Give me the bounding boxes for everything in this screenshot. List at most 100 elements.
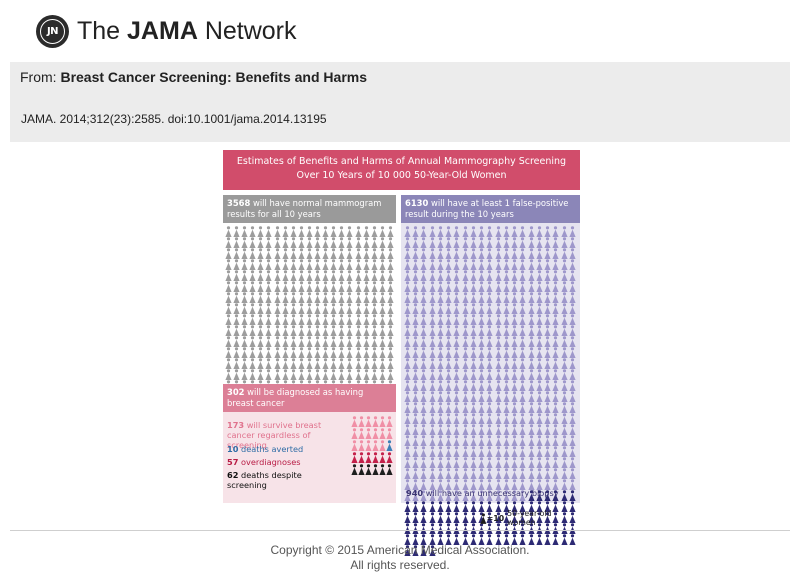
woman-icon-normal [225,303,232,314]
woman-icon-false-positive [412,270,419,281]
woman-icon-false-positive [503,248,510,259]
woman-icon-false-positive [453,358,461,369]
woman-icon-normal [249,248,256,259]
woman-icon-false-positive [511,490,518,501]
article-title-link[interactable]: Breast Cancer Screening: Benefits and Ha… [60,69,368,85]
woman-icon-false-positive [519,424,526,435]
woman-icon-false-positive [536,358,543,369]
woman-icon-false-positive [445,325,452,336]
woman-icon-normal [306,358,313,369]
woman-icon-false-positive [429,248,436,259]
woman-icon-false-positive [453,479,461,490]
woman-icon-false-positive [552,292,559,303]
woman-icon-false-positive [544,391,551,402]
woman-icon-normal [298,237,305,248]
woman-icon-biopsy [429,501,436,512]
woman-icon-normal [387,325,394,336]
woman-icon-normal [282,358,289,369]
woman-icon-false-positive [527,424,535,435]
woman-icon-false-positive [462,369,469,380]
woman-icon-false-positive [536,424,543,435]
woman-icon-biopsy [536,501,543,512]
woman-icon-false-positive [453,303,461,314]
woman-icon-false-positive [462,237,469,248]
woman-icon-false-positive [511,292,518,303]
woman-icon-false-positive [495,259,502,270]
woman-icon-normal [338,303,345,314]
woman-icon-false-positive [404,391,411,402]
woman-icon-false-positive [519,270,526,281]
diagnosed-icon-grid [351,416,393,475]
woman-icon-normal [265,303,273,314]
woman-icon-false-positive [527,457,535,468]
woman-icon-false-positive [412,248,419,259]
woman-icon-false-positive [560,281,568,292]
woman-icon-false-positive [503,391,510,402]
woman-icon-false-positive [527,446,535,457]
woman-icon-normal [298,325,305,336]
woman-icon-false-positive [503,468,510,479]
woman-icon-false-positive [429,325,436,336]
woman-icon-false-positive [536,248,543,259]
woman-icon-false-positive [569,435,576,446]
woman-icon-false-positive [445,336,452,347]
woman-icon-biopsy [495,501,502,512]
woman-icon-false-positive [486,336,493,347]
jama-network-logo[interactable]: JN [36,15,69,48]
woman-icon-false-positive [420,380,428,391]
woman-icon-normal [330,270,337,281]
woman-icon-false-positive [470,446,477,457]
woman-icon-false-positive [511,413,518,424]
woman-icon-survive [351,428,358,439]
woman-icon-normal [379,259,386,270]
woman-icon-false-positive [462,314,469,325]
woman-icon-false-positive [519,468,526,479]
woman-icon-normal [363,347,370,358]
woman-icon-survive [358,440,365,451]
woman-icon-false-positive [429,358,436,369]
woman-icon-false-positive [420,292,428,303]
woman-icon-false-positive [560,336,568,347]
woman-icon-biopsy [519,512,526,523]
woman-icon-false-positive [445,281,452,292]
infographic-title: Estimates of Benefits and Harms of Annua… [223,150,580,190]
woman-icon-normal [290,248,297,259]
woman-icon-false-positive [420,347,428,358]
woman-icon-normal [273,259,281,270]
site-title[interactable]: The JAMA Network [77,17,297,45]
woman-icon-normal [354,314,362,325]
woman-icon-false-positive [429,226,436,237]
woman-icon-normal [371,336,378,347]
woman-icon-false-positive [560,435,568,446]
woman-icon-false-positive [503,292,510,303]
woman-icon-normal [363,248,370,259]
woman-icon-false-positive [536,325,543,336]
woman-icon-false-positive [453,259,461,270]
woman-icon-normal [387,226,394,237]
woman-icon-normal [379,237,386,248]
woman-icon-normal [282,237,289,248]
woman-icon-normal [354,270,362,281]
woman-icon-false-positive [404,369,411,380]
woman-icon-biopsy [511,501,518,512]
woman-icon-normal [257,226,264,237]
woman-icon-false-positive [569,347,576,358]
woman-icon-false-positive [437,259,444,270]
woman-icon-normal [241,347,248,358]
woman-icon-false-positive [404,413,411,424]
woman-icon-false-positive [503,325,510,336]
woman-icon-false-positive [560,424,568,435]
woman-icon-false-positive [453,248,461,259]
woman-icon-normal [379,347,386,358]
woman-icon-false-positive [478,336,485,347]
woman-icon-false-positive [437,402,444,413]
woman-icon-false-positive [412,303,419,314]
woman-icon-normal [387,314,394,325]
woman-icon-false-positive [519,402,526,413]
woman-icon-false-positive [519,303,526,314]
woman-icon-false-positive [527,380,535,391]
woman-icon-normal [354,303,362,314]
woman-icon-normal [330,336,337,347]
legend: =10 50-year-old women [480,509,580,527]
woman-icon-false-positive [470,468,477,479]
